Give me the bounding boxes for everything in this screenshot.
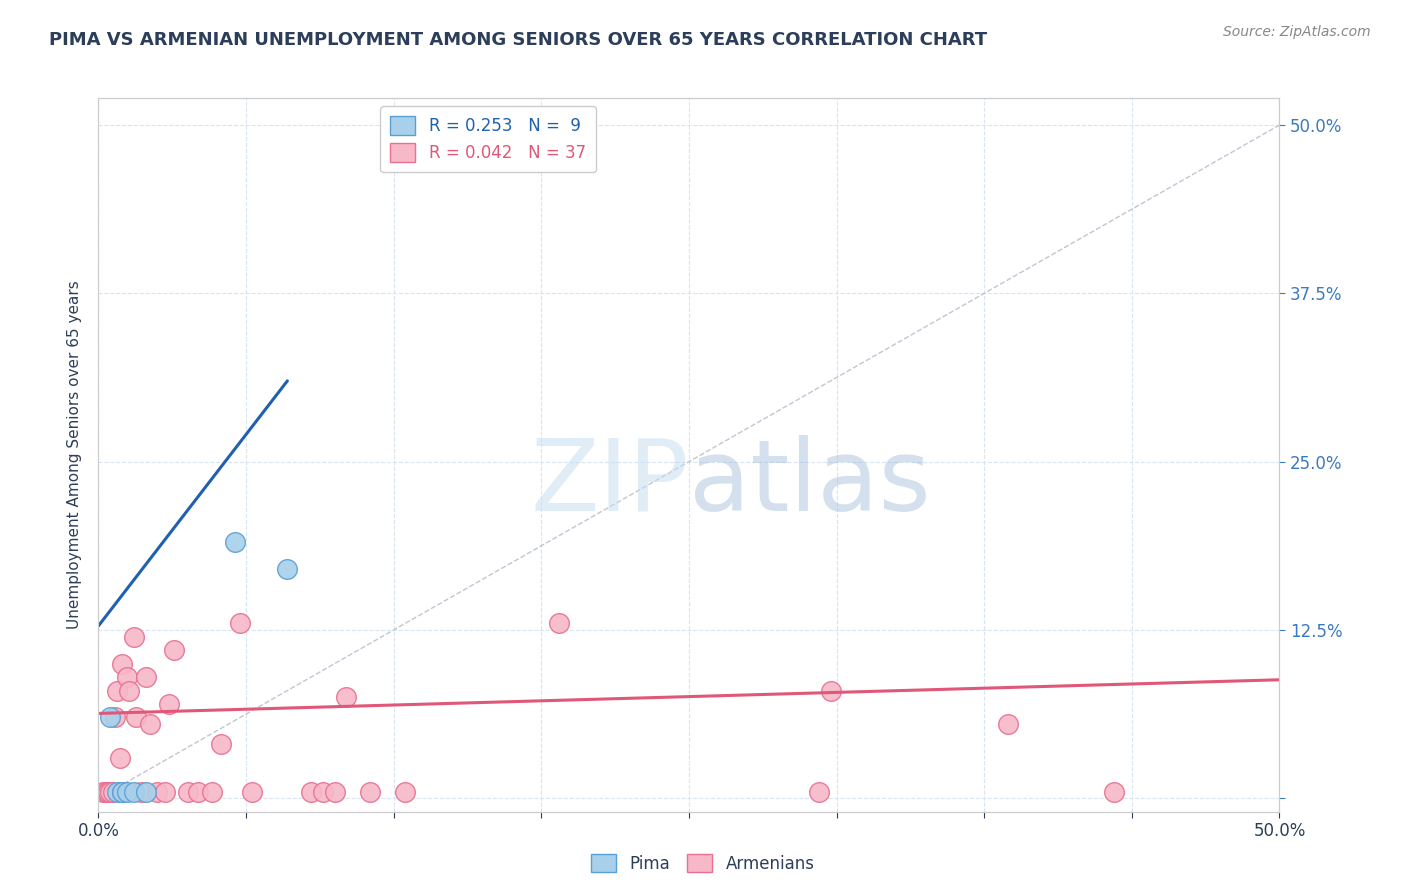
Point: [323, 784, 346, 798]
Point: [163, 643, 186, 657]
Point: [101, 784, 124, 798]
Point: [240, 784, 263, 798]
Point: [111, 784, 134, 798]
Point: [108, 751, 131, 765]
Point: [111, 657, 134, 671]
Point: [125, 710, 148, 724]
Text: PIMA VS ARMENIAN UNEMPLOYMENT AMONG SENIORS OVER 65 YEARS CORRELATION CHART: PIMA VS ARMENIAN UNEMPLOYMENT AMONG SENI…: [49, 31, 987, 49]
Y-axis label: Unemployment Among Seniors over 65 years: Unemployment Among Seniors over 65 years: [67, 281, 83, 629]
Point: [122, 784, 145, 798]
Point: [820, 683, 842, 698]
Point: [97, 784, 120, 798]
Point: [129, 784, 152, 798]
Point: [224, 535, 246, 549]
Point: [209, 738, 232, 752]
Legend: R = 0.253   N =  9, R = 0.042   N = 37: R = 0.253 N = 9, R = 0.042 N = 37: [381, 106, 596, 172]
Point: [122, 630, 145, 644]
Point: [177, 784, 200, 798]
Point: [105, 683, 128, 698]
Point: [111, 784, 134, 798]
Point: [157, 697, 180, 711]
Point: [153, 784, 176, 798]
Point: [359, 784, 381, 798]
Point: [118, 683, 141, 698]
Point: [135, 784, 157, 798]
Point: [548, 616, 571, 631]
Point: [276, 562, 298, 576]
Point: [299, 784, 322, 798]
Point: [115, 784, 138, 798]
Point: [335, 690, 357, 705]
Point: [105, 784, 128, 798]
Point: [91, 784, 114, 798]
Point: [807, 784, 830, 798]
Point: [146, 784, 169, 798]
Point: [139, 717, 162, 731]
Text: Source: ZipAtlas.com: Source: ZipAtlas.com: [1223, 25, 1371, 39]
Point: [98, 710, 121, 724]
Point: [115, 670, 138, 684]
Point: [1102, 784, 1125, 798]
Point: [98, 784, 121, 798]
Point: [135, 670, 157, 684]
Point: [229, 616, 252, 631]
Point: [997, 717, 1019, 731]
Text: ZIP: ZIP: [530, 435, 689, 532]
Point: [104, 710, 127, 724]
Point: [394, 784, 416, 798]
Legend: Pima, Armenians: Pima, Armenians: [585, 847, 821, 880]
Point: [187, 784, 209, 798]
Point: [312, 784, 335, 798]
Text: atlas: atlas: [689, 435, 931, 532]
Point: [94, 784, 117, 798]
Point: [201, 784, 224, 798]
